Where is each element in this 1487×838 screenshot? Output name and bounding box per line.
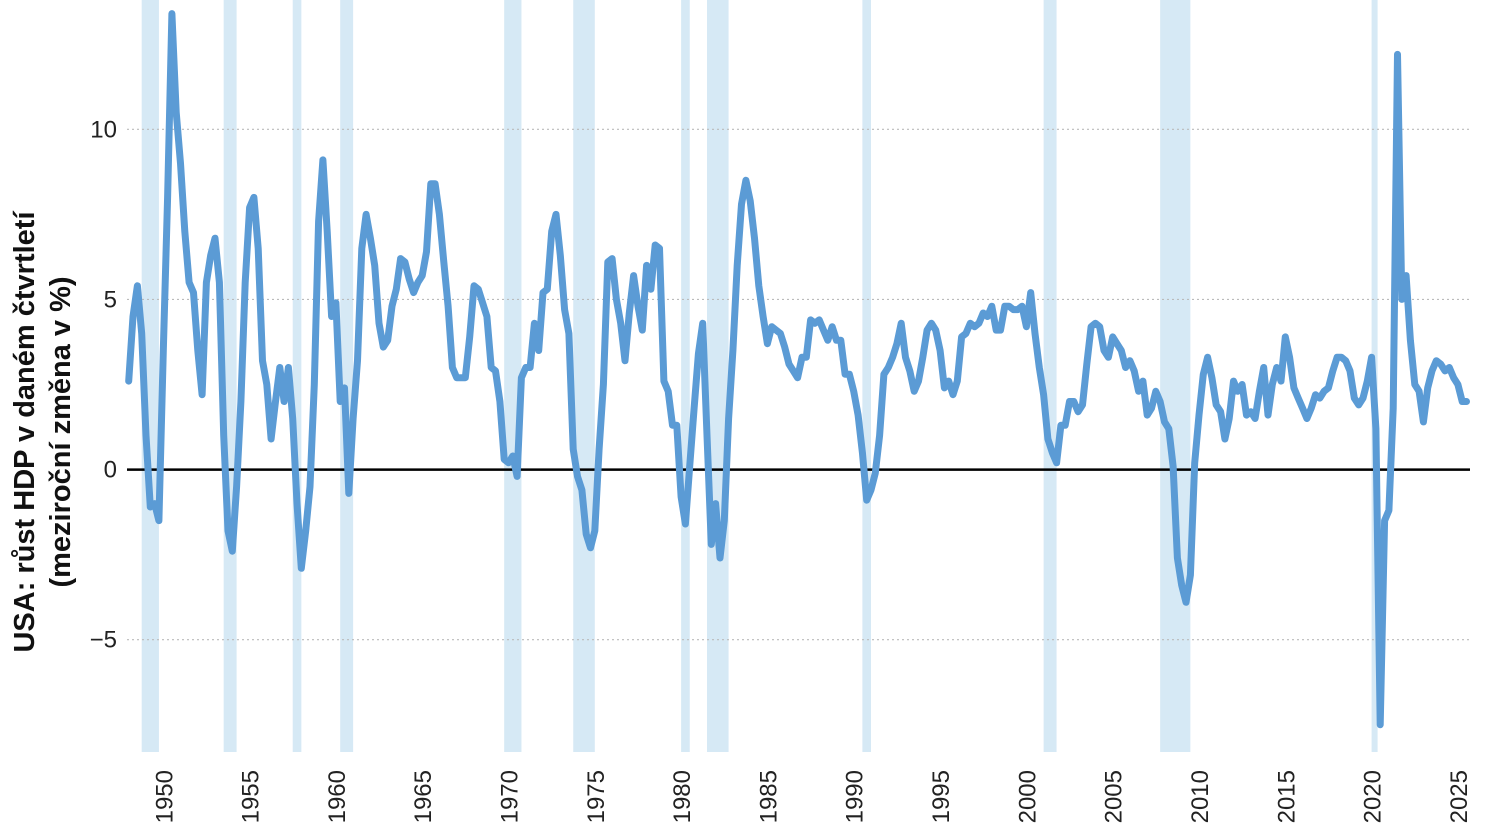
recession-band: [681, 0, 690, 752]
y-axis-label-line1: USA: růst HDP v daném čtvrtletí: [9, 211, 41, 653]
recession-band: [141, 0, 159, 752]
recession-bands: [141, 0, 1378, 752]
x-tick-label: 1990: [842, 770, 869, 823]
recession-band: [573, 0, 595, 752]
recession-band: [223, 0, 237, 752]
y-tick-label: 10: [90, 116, 117, 143]
x-tick-label: 1970: [496, 770, 523, 823]
recession-band: [504, 0, 522, 752]
y-tick-label: −5: [90, 627, 117, 654]
recession-band: [292, 0, 302, 752]
x-tick-label: 1960: [324, 770, 351, 823]
y-tick-label: 0: [104, 457, 117, 484]
recession-band: [1160, 0, 1191, 752]
x-axis-tick-labels: 1950 1955 1960 1965 1970 1975 1980 1985 1990 1995…: [151, 770, 1473, 823]
y-axis-tick-labels: 10 5 0 −5: [90, 116, 117, 653]
recession-band: [707, 0, 729, 752]
y-axis-label-line2: (meziroční změna v %): [45, 276, 77, 587]
recession-band: [340, 0, 354, 752]
gdp-growth-series: [125, 10, 1470, 729]
x-tick-label: 1950: [151, 770, 178, 823]
x-tick-label: 2010: [1187, 770, 1214, 823]
x-tick-label: 2025: [1446, 770, 1473, 823]
x-tick-label: 1975: [583, 770, 610, 823]
recession-band: [1043, 0, 1057, 752]
x-tick-label: 1980: [669, 770, 696, 823]
x-tick-label: 1985: [755, 770, 782, 823]
x-tick-label: 2020: [1360, 770, 1387, 823]
x-tick-label: 1995: [928, 770, 955, 823]
x-tick-label: 2005: [1101, 770, 1128, 823]
x-tick-label: 1965: [410, 770, 437, 823]
x-tick-label: 2015: [1273, 770, 1300, 823]
x-tick-label: 1955: [238, 770, 265, 823]
series-line: [125, 10, 1470, 729]
recession-band: [862, 0, 872, 752]
y-tick-label: 5: [104, 286, 117, 313]
x-tick-label: 2000: [1014, 770, 1041, 823]
